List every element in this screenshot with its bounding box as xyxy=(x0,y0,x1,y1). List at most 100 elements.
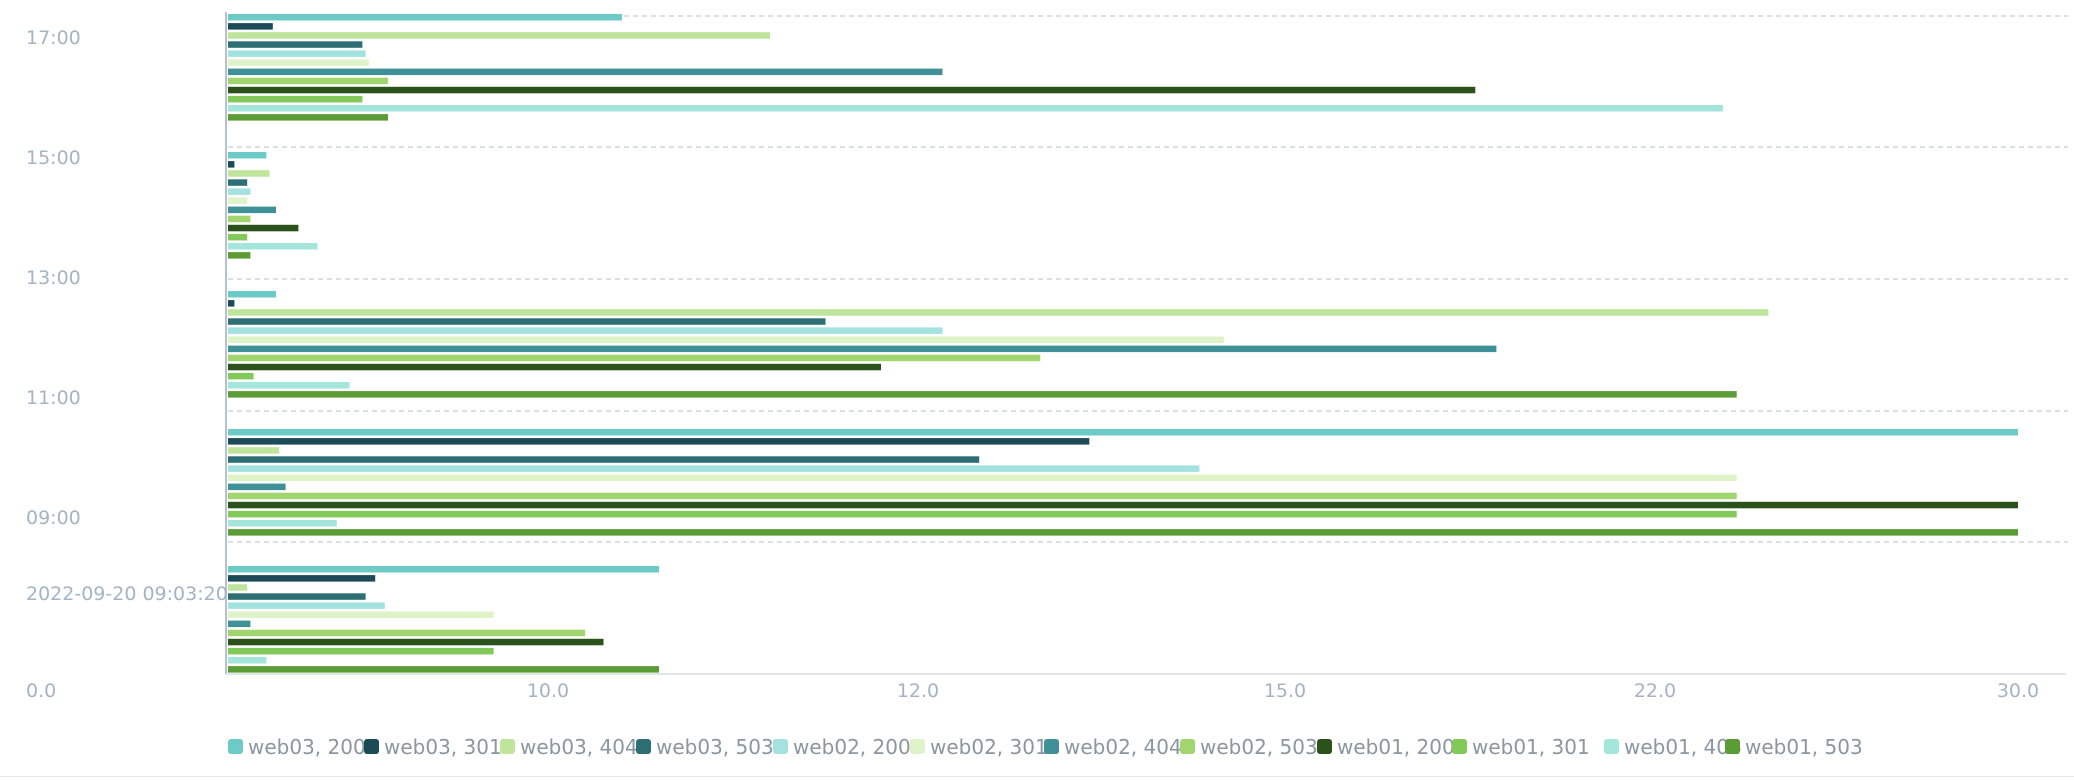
bar xyxy=(228,647,494,655)
grid-lines xyxy=(228,15,2068,543)
legend-item[interactable]: web03, 404 xyxy=(500,735,638,759)
bar xyxy=(228,438,1090,445)
bar xyxy=(228,14,622,21)
bar xyxy=(228,318,826,325)
legend-item[interactable]: web01, 503 xyxy=(1725,735,1863,759)
bar xyxy=(228,252,251,259)
bar xyxy=(228,59,369,66)
bar xyxy=(228,152,267,159)
bar xyxy=(228,510,1737,518)
legend-item[interactable]: web02, 301 xyxy=(910,735,1048,759)
legend-label: web03, 404 xyxy=(520,735,638,759)
bar xyxy=(228,593,366,600)
legend-item[interactable]: web02, 200 xyxy=(773,735,911,759)
bar xyxy=(228,23,273,30)
x-tick-label: 10.0 xyxy=(527,680,569,702)
bar xyxy=(228,372,254,380)
y-tick-label: 15:00 xyxy=(26,147,81,169)
bar xyxy=(228,575,376,582)
bar xyxy=(228,657,267,664)
legend: web03, 200 web03, 301 web03, 404 web03, 503… xyxy=(228,735,1863,759)
legend-swatch xyxy=(910,739,925,754)
legend-item[interactable]: web03, 301 xyxy=(364,735,502,759)
bar xyxy=(228,474,1737,481)
legend-swatch xyxy=(364,739,379,754)
bar xyxy=(228,501,2018,509)
legend-swatch xyxy=(1604,739,1619,754)
bar xyxy=(228,77,388,85)
bar xyxy=(228,638,604,646)
bar xyxy=(228,520,337,527)
bar xyxy=(228,215,251,223)
legend-swatch xyxy=(1725,739,1740,754)
bar xyxy=(228,666,659,673)
bar xyxy=(228,233,248,241)
legend-item[interactable]: web03, 503 xyxy=(636,735,774,759)
legend-label: web03, 301 xyxy=(384,735,502,759)
bar xyxy=(228,382,350,389)
bottom-divider xyxy=(0,776,2074,777)
bar xyxy=(228,629,585,637)
x-tick-label: 15.0 xyxy=(1264,680,1306,702)
legend-label: web01, 301 xyxy=(1472,735,1590,759)
y-tick-label: 2022-09-20 09:03:20 xyxy=(26,583,228,605)
legend-item[interactable]: web01, 404 xyxy=(1604,735,1742,759)
bar xyxy=(228,50,366,57)
bar xyxy=(228,68,943,76)
bar xyxy=(228,224,299,232)
legend-swatch xyxy=(773,739,788,754)
bar xyxy=(228,391,1737,398)
bar xyxy=(228,465,1200,472)
bar xyxy=(228,447,280,454)
bar xyxy=(228,32,770,39)
bar xyxy=(228,41,363,48)
legend-label: web02, 404 xyxy=(1064,735,1182,759)
bar xyxy=(228,529,2018,536)
bar xyxy=(228,206,276,214)
legend-label: web02, 301 xyxy=(930,735,1048,759)
bar xyxy=(228,327,943,334)
bar xyxy=(228,161,235,168)
bar xyxy=(228,584,248,591)
bar xyxy=(228,611,494,618)
bar xyxy=(228,345,1497,353)
legend-swatch xyxy=(1044,739,1059,754)
legend-item[interactable]: web01, 200 xyxy=(1317,735,1455,759)
bar xyxy=(228,456,980,463)
bar xyxy=(228,483,286,491)
legend-item[interactable]: web02, 503 xyxy=(1180,735,1318,759)
legend-label: web02, 503 xyxy=(1200,735,1318,759)
x-tick-label: 22.0 xyxy=(1634,680,1676,702)
legend-label: web01, 200 xyxy=(1337,735,1455,759)
bar xyxy=(228,170,270,177)
legend-label: web03, 503 xyxy=(656,735,774,759)
bar xyxy=(228,354,1041,362)
bar xyxy=(228,363,881,371)
bar xyxy=(228,95,363,103)
legend-label: web01, 503 xyxy=(1745,735,1863,759)
bar xyxy=(228,620,251,628)
bar xyxy=(228,336,1224,343)
legend-swatch xyxy=(228,739,243,754)
bars xyxy=(228,14,2018,673)
bar xyxy=(228,105,1724,112)
legend-item[interactable]: web01, 301 xyxy=(1452,735,1590,759)
y-tick-label: 13:00 xyxy=(26,267,81,289)
legend-label: web01, 404 xyxy=(1624,735,1742,759)
legend-item[interactable]: web02, 404 xyxy=(1044,735,1182,759)
bar xyxy=(228,243,318,250)
legend-item[interactable]: web03, 200 xyxy=(228,735,366,759)
bar xyxy=(228,602,385,609)
x-tick-label: 0.0 xyxy=(26,680,56,702)
legend-swatch xyxy=(1452,739,1467,754)
y-tick-label: 11:00 xyxy=(26,387,81,409)
bar xyxy=(228,291,276,298)
bar xyxy=(228,179,248,186)
bar xyxy=(228,188,251,195)
bar xyxy=(228,114,388,121)
y-tick-label: 09:00 xyxy=(26,507,81,529)
legend-swatch xyxy=(1317,739,1332,754)
x-tick-labels: 0.0 10.0 12.0 15.0 22.0 30.0 xyxy=(26,680,2039,702)
legend-swatch xyxy=(500,739,515,754)
